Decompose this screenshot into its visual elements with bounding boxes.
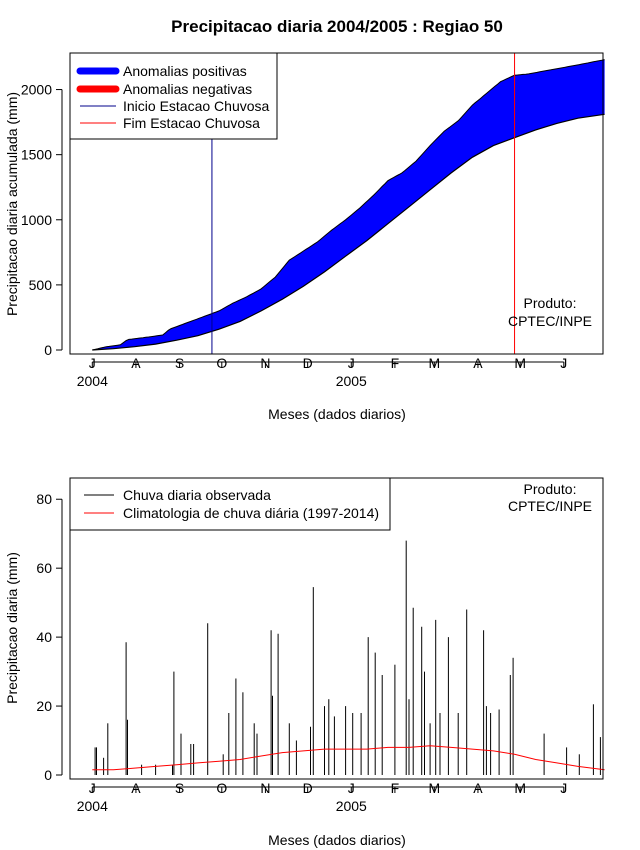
- legend-label-positive: Anomalias positivas: [123, 63, 247, 79]
- x-tick-label: O: [216, 355, 227, 371]
- positive-anomaly-area: [92, 59, 605, 350]
- x-tick-label: D: [303, 780, 313, 796]
- legend-label-season-end: Fim Estacao Chuvosa: [123, 115, 260, 131]
- observed-bars-layer: [94, 540, 601, 775]
- legend: Chuva diaria observada Climatologia de c…: [69, 477, 391, 531]
- y-tick-label: 0: [44, 767, 52, 783]
- x-tick-label: A: [473, 780, 483, 796]
- y-tick-label: 60: [36, 560, 52, 576]
- legend-label-season-start: Inicio Estacao Chuvosa: [123, 98, 270, 114]
- y-tick-label: 1000: [21, 212, 52, 228]
- y-tick-label: 20: [36, 698, 52, 714]
- y-axis-label: Precipitacao diaria acumulada (mm): [4, 92, 20, 316]
- x-tick-label: O: [216, 780, 227, 796]
- x-year-label: 2005: [336, 373, 367, 389]
- legend-label-climatology: Climatologia de chuva diária (1997-2014): [123, 505, 379, 521]
- y-tick-label: 40: [36, 629, 52, 645]
- x-tick-label: M: [514, 780, 526, 796]
- y-tick-label: 500: [29, 277, 53, 293]
- product-source: CPTEC/INPE: [508, 313, 592, 329]
- y-axis-label: Precipitacao diaria (mm): [4, 552, 20, 704]
- x-tick-label: M: [428, 780, 440, 796]
- legend: Anomalias positivas Anomalias negativas …: [69, 52, 278, 140]
- x-tick-label: J: [89, 355, 96, 371]
- y-tick-label: 1500: [21, 147, 52, 163]
- climatology-daily-line: [92, 745, 605, 771]
- legend-box: [69, 477, 391, 531]
- daily-precipitation-panel: 0 20 40 60 80 J A S O N D J F M A M J 2004 2005 Precipitac…: [4, 477, 605, 848]
- x-tick-label: D: [303, 355, 313, 371]
- x-tick-label: S: [175, 355, 184, 371]
- y-tick-label: 80: [36, 491, 52, 507]
- x-tick-label: S: [175, 780, 184, 796]
- legend-box: [69, 52, 278, 140]
- plot-frame: [69, 52, 604, 355]
- x-tick-label: A: [131, 355, 141, 371]
- product-label: Produto:: [524, 481, 577, 497]
- x-year-label: 2004: [77, 798, 108, 814]
- x-tick-label: J: [560, 780, 567, 796]
- cumulative-precipitation-panel: 0 500 1000 1500 2000 J A S O N D J F M A M J 2004 2005 Pre…: [4, 52, 605, 422]
- axes-layer: 0 500 1000 1500 2000 J A S O N D J F M A M J 2004 2005: [21, 82, 567, 389]
- x-tick-label: J: [348, 355, 355, 371]
- x-tick-label: F: [391, 355, 400, 371]
- x-year-label: 2005: [336, 798, 367, 814]
- x-tick-label: N: [260, 355, 270, 371]
- observed-cumulative-line: [92, 59, 605, 351]
- product-label: Produto:: [524, 295, 577, 311]
- legend-label-observed: Chuva diaria observada: [123, 487, 271, 503]
- x-tick-label: M: [514, 355, 526, 371]
- legend-label-negative: Anomalias negativas: [123, 81, 252, 97]
- x-tick-label: J: [348, 780, 355, 796]
- x-axis-label: Meses (dados diarios): [268, 406, 406, 422]
- x-tick-label: F: [391, 780, 400, 796]
- x-tick-label: A: [473, 355, 483, 371]
- x-tick-label: M: [428, 355, 440, 371]
- climatology-layer: [92, 745, 605, 771]
- y-tick-label: 0: [44, 342, 52, 358]
- x-year-label: 2004: [77, 373, 108, 389]
- chart-title: Precipitacao diaria 2004/2005 : Regiao 5…: [171, 17, 503, 36]
- x-tick-label: J: [560, 355, 567, 371]
- product-source: CPTEC/INPE: [508, 498, 592, 514]
- x-tick-label: N: [260, 780, 270, 796]
- y-tick-label: 2000: [21, 82, 52, 98]
- x-tick-label: J: [89, 780, 96, 796]
- x-tick-label: A: [131, 780, 141, 796]
- x-axis-label: Meses (dados diarios): [268, 832, 406, 848]
- axes-layer: 0 20 40 60 80 J A S O N D J F M A M J 2004 2005: [36, 491, 567, 814]
